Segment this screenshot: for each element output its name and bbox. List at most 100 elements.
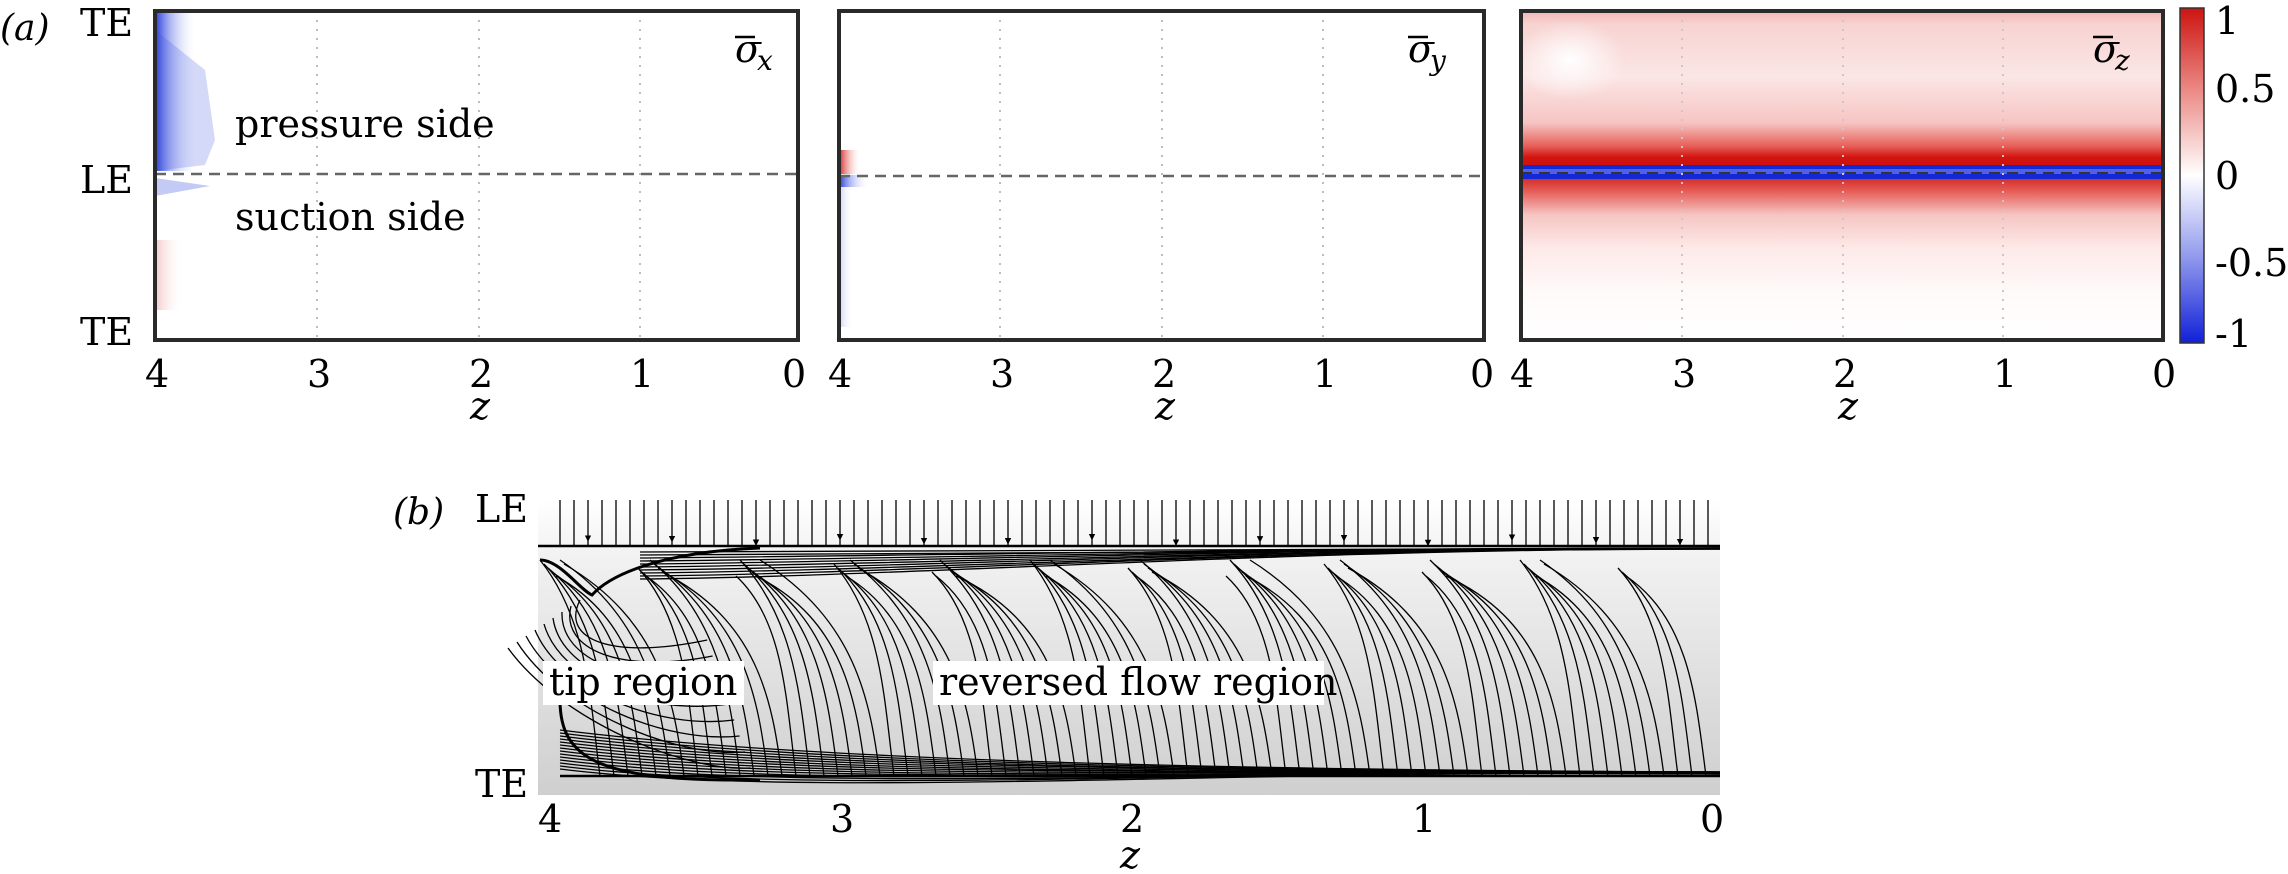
streamline [739,559,811,777]
streamline [1519,559,1581,777]
xtick: 1 [1993,352,2017,396]
streamline [833,563,895,777]
panel-b-ytick-le: LE [475,487,528,531]
colorbar-tick-0: 0 [2215,154,2239,198]
panel-b-x-label: z [1119,833,1141,874]
streamline [1445,575,1567,777]
panel-a-xticks-3: 4 3 2 1 0 [1510,352,2176,396]
sigma-z-symbol: σ [2093,27,2120,71]
panel-a-ytick-le: LE [80,158,133,202]
streamline [525,635,740,738]
streamline [1339,559,1441,777]
streamline [1331,571,1413,777]
streamline [1429,559,1511,777]
xtick: 3 [1672,352,1696,396]
streamline [1437,567,1539,777]
sigma-z-subscript: z [2114,44,2130,77]
pressure-side-label: pressure side [235,102,495,146]
reversed-flow-box [933,661,1324,705]
xtick: 3 [830,797,854,841]
xtick: 0 [1470,352,1494,396]
streamline [1523,563,1595,777]
panel-a-tag: (a) [0,8,50,49]
streamline [661,571,783,777]
streamline [1343,563,1455,777]
streamline [569,605,713,663]
streamline [841,571,923,777]
x-label: z [1154,384,1176,428]
xtick: 4 [1510,352,1534,396]
streamline [1323,563,1385,777]
xtick: 2 [1120,797,1144,841]
streamline [837,567,909,777]
xtick: 4 [145,352,169,396]
xtick: 4 [828,352,852,396]
streamline [1441,571,1553,777]
streamline [751,571,853,777]
streamline [639,548,1721,580]
streamline [1347,567,1469,777]
streamline [845,575,937,777]
xtick: 3 [990,352,1014,396]
streamline [1621,571,1693,777]
panel-a-ytick-te-top: TE [80,1,133,45]
panel-b-tag: (b) [393,492,444,533]
streamline [639,547,1721,577]
sigma-x-symbol: σ [735,27,762,71]
sigma-x-subscript: x [757,44,773,77]
xtick: 2 [1833,352,1857,396]
streamline [1335,575,1427,777]
suction-side-label: suction side [235,195,466,239]
x-label: z [469,384,491,428]
streamline [1535,575,1637,777]
panel-a-ytick-te-bottom: TE [80,310,133,354]
streamline [735,575,797,777]
tip-region-label: tip region [549,660,737,704]
colorbar-tick-0.5: 0.5 [2215,67,2275,111]
xtick: 2 [469,352,493,396]
streamline [759,559,881,777]
xtick: 4 [538,797,562,841]
subplot-sigma-x: σ x pressure side suction side [153,9,800,342]
x-label: z [1837,384,1859,428]
streamline [1421,571,1483,777]
xtick: 1 [1313,352,1337,396]
subplot-sigma-y: σ y [837,9,1486,342]
colorbar-tick-neg0.5: -0.5 [2215,241,2288,285]
sigma-y-blue-patch [839,175,869,187]
panel-b-xticks: 4 3 2 1 0 [538,797,1724,841]
streamline-plot [507,500,1721,795]
colorbar: 1 0.5 0 -0.5 -1 [2179,0,2288,356]
sigma-y-symbol: σ [1408,27,1435,71]
streamline [747,567,839,777]
colorbar-tick-1: 1 [2215,0,2239,43]
xtick: 0 [782,352,806,396]
colorbar-tick-neg1: -1 [2215,312,2252,356]
streamline [1249,559,1371,777]
panel-a-xticks-1: 4 3 2 1 0 [145,352,806,396]
sigma-x-red-patch [155,240,183,310]
panel-a-xticks-2: 4 3 2 1 0 [828,352,1494,396]
streamline [849,559,951,777]
xtick: 2 [1152,352,1176,396]
sigma-y-red-patch [839,150,861,174]
streamline [1625,575,1707,777]
subplot-sigma-z: σ z [1515,9,2165,342]
streamline [1531,571,1623,777]
streamline [1425,575,1497,777]
tip-region-box [543,661,744,705]
streamline [1539,559,1651,777]
sigma-y-subscript: y [1428,44,1447,77]
xtick: 1 [1412,797,1436,841]
streamline [1327,567,1399,777]
reversed-flow-label: reversed flow region [939,660,1337,704]
sigma-z-white-blob [1515,20,1625,100]
streamline [1543,563,1665,777]
streamline [743,563,825,777]
xtick: 0 [2152,352,2176,396]
streamline [1245,575,1357,777]
streamline [1433,563,1525,777]
streamline [755,575,867,777]
panel-b-ytick-te: TE [475,762,528,806]
